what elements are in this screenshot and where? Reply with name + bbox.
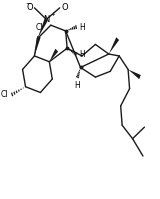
Polygon shape xyxy=(109,37,119,54)
Text: O: O xyxy=(61,3,68,12)
Text: −: − xyxy=(26,1,32,7)
Polygon shape xyxy=(49,49,58,62)
Text: H: H xyxy=(79,50,85,59)
Text: H: H xyxy=(79,23,85,32)
Polygon shape xyxy=(128,69,141,79)
Text: O: O xyxy=(26,3,33,12)
Polygon shape xyxy=(37,18,48,39)
Text: Cl: Cl xyxy=(35,23,43,32)
Polygon shape xyxy=(34,36,41,56)
Text: H: H xyxy=(75,81,80,90)
Text: +: + xyxy=(50,12,55,17)
Text: Cl: Cl xyxy=(0,90,8,99)
Text: N: N xyxy=(43,15,50,24)
